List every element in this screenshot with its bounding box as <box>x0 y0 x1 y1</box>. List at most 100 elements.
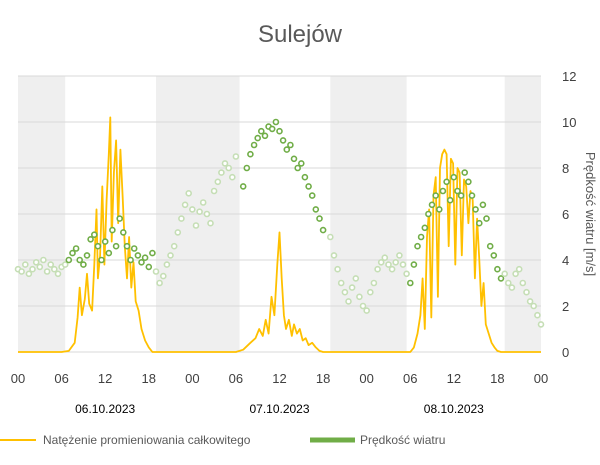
wind-point <box>61 261 69 268</box>
wind-point <box>483 215 490 222</box>
wind-point <box>497 275 505 282</box>
x-tick-label: 00 <box>11 371 25 386</box>
wind-point <box>399 261 407 268</box>
wind-point <box>174 229 182 236</box>
wind-point <box>181 201 189 209</box>
wind-point <box>134 252 142 259</box>
wind-point <box>334 265 341 273</box>
wind-point <box>185 190 192 197</box>
legend-label-wind: Prędkość wiatru <box>360 433 445 447</box>
x-tick-label: 00 <box>359 371 373 386</box>
wind-point <box>32 258 40 266</box>
wind-point <box>414 242 421 250</box>
wind-point <box>149 249 156 257</box>
wind-point <box>50 265 58 273</box>
wind-point <box>268 125 276 133</box>
wind-point <box>69 249 76 257</box>
wind-point <box>341 288 349 296</box>
wind-point <box>363 307 371 314</box>
wind-point <box>381 254 389 262</box>
x-tick-label: 00 <box>185 371 199 386</box>
wind-point <box>330 252 338 259</box>
wind-point <box>261 132 269 140</box>
wind-point <box>316 215 323 222</box>
wind-point <box>120 229 127 236</box>
wind-point <box>276 127 283 135</box>
wind-point <box>196 208 203 215</box>
wind-point <box>446 196 454 204</box>
plot-area <box>14 116 545 353</box>
wind-point <box>417 233 425 241</box>
wind-point <box>83 252 91 259</box>
wind-point <box>297 160 305 167</box>
date-label: 07.10.2023 <box>249 402 309 416</box>
wind-point <box>345 298 352 305</box>
wind-point <box>523 288 530 296</box>
wind-point <box>91 231 98 238</box>
x-tick-label: 00 <box>534 371 548 386</box>
x-tick-label: 18 <box>490 371 504 386</box>
wind-point <box>36 263 44 271</box>
wind-point <box>65 256 73 264</box>
y2-tick-label: 6 <box>562 207 569 222</box>
wind-point <box>210 187 218 195</box>
wind-point <box>366 288 374 296</box>
y2-tick-labels: 0 2 4 6 8 10 12 <box>562 69 576 360</box>
wind-point <box>130 245 138 252</box>
wind-point <box>490 252 498 259</box>
wind-point <box>229 173 236 181</box>
wind-point <box>138 258 145 266</box>
wind-point <box>152 268 160 275</box>
x-tick-label: 18 <box>142 371 156 386</box>
y2-tick-label: 4 <box>562 253 569 268</box>
wind-point <box>370 279 378 287</box>
wind-point <box>359 302 367 310</box>
wind-point <box>40 256 47 264</box>
wind-point <box>109 226 116 234</box>
x-tick-label: 06 <box>229 371 243 386</box>
wind-point <box>29 265 36 273</box>
wind-point <box>247 150 254 158</box>
x-tick-label: 18 <box>316 371 330 386</box>
wind-point <box>504 279 512 287</box>
wind-point <box>218 169 225 176</box>
wind-point <box>25 270 33 278</box>
wind-point <box>312 206 320 213</box>
wind-point <box>283 146 291 153</box>
y2-tick-label: 0 <box>562 345 569 360</box>
legend: Natężenie promieniowania całkowitego Prę… <box>0 433 445 447</box>
wind-point <box>454 187 461 195</box>
wind-point <box>98 256 105 264</box>
wind-point <box>450 173 458 181</box>
wind-point <box>392 258 400 266</box>
wind-point <box>526 298 534 305</box>
wind-point <box>519 279 527 287</box>
wind-point <box>167 252 174 259</box>
wind-point <box>432 192 440 199</box>
wind-point <box>348 284 356 291</box>
chart-title: Sulejów <box>258 21 343 48</box>
wind-point <box>170 242 178 250</box>
wind-point <box>192 222 200 229</box>
wind-point <box>203 210 211 218</box>
wind-point <box>54 270 62 278</box>
wind-point <box>534 311 541 319</box>
wind-point <box>272 118 280 126</box>
x-tick-label: 12 <box>98 371 112 386</box>
x-tick-label: 06 <box>54 371 68 386</box>
wind-point <box>163 261 171 268</box>
wind-point <box>225 164 232 172</box>
date-label: 08.10.2023 <box>424 402 484 416</box>
wind-point <box>319 226 327 234</box>
y2-tick-label: 10 <box>562 115 576 130</box>
wind-point <box>472 206 479 213</box>
date-labels: 06.10.2023 07.10.2023 08.10.2023 <box>75 402 484 416</box>
y2-tick-label: 2 <box>562 299 569 314</box>
y2-axis-label: Prędkość wiatru [m/s] <box>583 152 598 276</box>
wind-point <box>530 302 538 310</box>
wind-point <box>123 242 131 250</box>
wind-point <box>199 199 207 206</box>
wind-point <box>287 141 294 149</box>
wind-point <box>294 164 302 172</box>
x-tick-label: 12 <box>447 371 461 386</box>
